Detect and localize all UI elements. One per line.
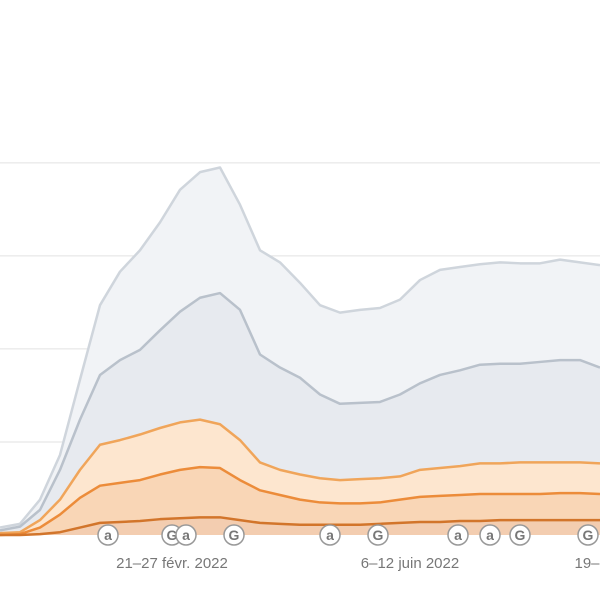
x-tick-label: 19– [574,555,600,572]
annotation-label: a [486,527,494,543]
line [0,465,600,537]
annotation-label: G [515,527,526,543]
annotation-label: a [454,527,462,543]
annotation-marker [509,524,531,546]
annotation-marker [367,524,389,546]
x-tick-label: 21–27 févr. 2022 [116,555,228,572]
annotation-label: a [326,527,334,543]
x-tick-label: 6–12 juin 2022 [361,555,459,572]
annotation-marker [577,524,599,546]
annotation-label: G [229,527,240,543]
annotation-label: G [167,527,178,543]
annotation-marker [223,524,245,546]
annotation-label: a [104,527,112,543]
annotation-marker [479,524,501,546]
line [0,291,600,532]
annotation-marker [97,524,119,546]
annotation-marker [175,524,197,546]
annotation-label: G [373,527,384,543]
line [0,516,600,537]
annotation-label: G [583,527,594,543]
annotation-label: a [182,527,190,543]
line [0,166,600,529]
area [0,467,600,535]
line [0,418,600,535]
annotation-marker [447,524,469,546]
annotation-marker [319,524,341,546]
